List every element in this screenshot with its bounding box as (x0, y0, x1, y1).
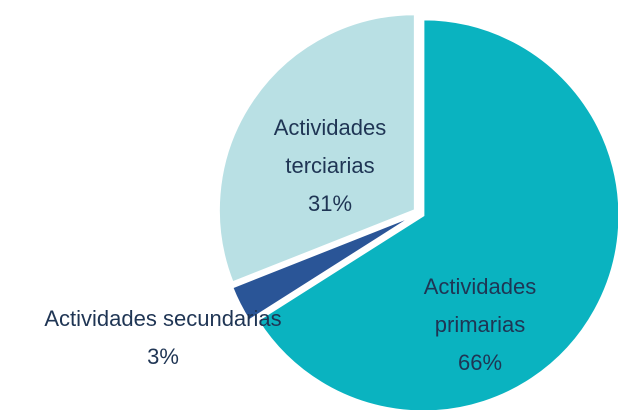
value-label: 3% (147, 344, 179, 369)
value-label: 66% (457, 350, 503, 375)
slice-label: Actividades primarias 66% (395, 268, 565, 382)
category-label: Actividades primarias (423, 274, 537, 337)
slice-label: Actividades secundarias 3% (0, 300, 328, 376)
value-label: 31% (307, 191, 353, 216)
pie-slice (256, 18, 618, 410)
category-label: Actividades terciarias (273, 115, 387, 178)
pie-slice (231, 214, 416, 322)
slice-label: Actividades terciarias 31% (245, 109, 415, 223)
category-label: Actividades secundarias (44, 306, 282, 331)
pie-slice (217, 13, 416, 284)
